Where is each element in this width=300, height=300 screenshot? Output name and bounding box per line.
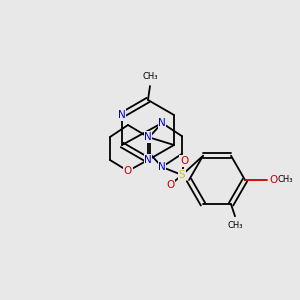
Text: O: O (269, 175, 277, 185)
Text: N: N (158, 162, 166, 172)
Text: CH₃: CH₃ (227, 221, 243, 230)
Text: N: N (158, 118, 166, 128)
Text: O: O (180, 156, 188, 166)
Text: CH₃: CH₃ (142, 72, 158, 81)
Text: N: N (144, 132, 152, 142)
Text: S: S (179, 170, 185, 180)
Text: CH₃: CH₃ (277, 176, 292, 184)
Text: O: O (166, 180, 174, 190)
Text: O: O (124, 166, 132, 176)
Text: N: N (118, 110, 126, 120)
Text: N: N (144, 155, 152, 165)
